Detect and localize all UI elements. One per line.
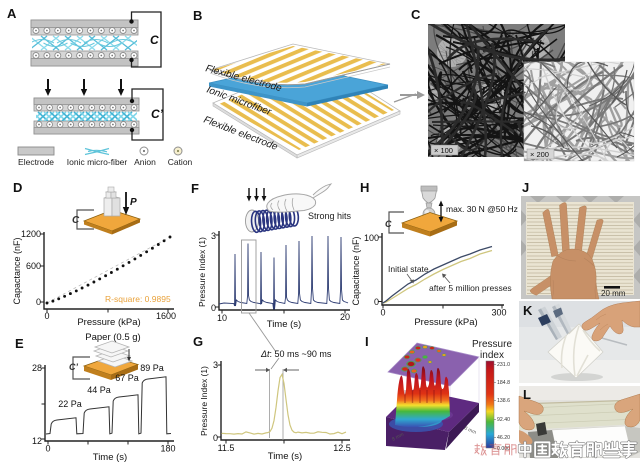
svg-text:max. 30 N @50 Hz: max. 30 N @50 Hz — [446, 204, 518, 214]
svg-text:Time (s): Time (s) — [93, 452, 127, 463]
svg-text:44 Pa: 44 Pa — [87, 385, 111, 395]
svg-text:E: E — [15, 336, 24, 351]
svg-text:0: 0 — [211, 303, 216, 313]
svg-text:P: P — [130, 197, 137, 208]
svg-text:67 Pa: 67 Pa — [115, 373, 139, 383]
svg-text:8 mm: 8 mm — [391, 432, 405, 443]
svg-text:22 Pa: 22 Pa — [58, 399, 82, 409]
svg-text:0: 0 — [44, 311, 49, 321]
svg-text:100: 100 — [364, 233, 379, 243]
svg-text:Paper (0.5 g): Paper (0.5 g) — [85, 332, 140, 343]
svg-text:Ionic micro-fiber: Ionic micro-fiber — [67, 157, 128, 167]
svg-text:C: C — [150, 33, 159, 47]
svg-text:Electrode: Electrode — [18, 157, 54, 167]
svg-text:89 Pa: 89 Pa — [140, 363, 164, 373]
svg-text:Pressure Index (1): Pressure Index (1) — [199, 366, 209, 436]
svg-text:J: J — [522, 180, 529, 195]
svg-text:C’: C’ — [69, 362, 78, 372]
svg-text:1600: 1600 — [156, 311, 176, 321]
svg-text:Strong hits: Strong hits — [308, 211, 352, 221]
svg-text:11.5: 11.5 — [218, 443, 235, 453]
svg-text:28: 28 — [32, 363, 42, 373]
svg-text:× 100: × 100 — [434, 146, 453, 155]
svg-text:Pressure (kPa): Pressure (kPa) — [77, 317, 140, 328]
svg-text:R-square: 0.9895: R-square: 0.9895 — [105, 294, 171, 304]
svg-text:C: C — [385, 219, 392, 229]
svg-text:Anion: Anion — [134, 157, 156, 167]
svg-text:184.8: 184.8 — [497, 380, 510, 386]
svg-text:Cation: Cation — [168, 157, 193, 167]
svg-text:Time (s): Time (s) — [268, 451, 302, 462]
svg-text:G: G — [193, 334, 203, 349]
svg-text:138.6: 138.6 — [497, 398, 510, 404]
svg-text:Initial state: Initial state — [388, 264, 429, 274]
svg-text:0: 0 — [380, 308, 385, 318]
svg-text:K: K — [523, 303, 533, 318]
svg-text:12.5: 12.5 — [333, 443, 351, 453]
svg-text:20 mm: 20 mm — [601, 289, 626, 298]
svg-text:12: 12 — [32, 436, 42, 446]
svg-text:3: 3 — [213, 360, 218, 370]
svg-text:F: F — [191, 181, 199, 196]
svg-text:C’: C’ — [151, 107, 164, 121]
svg-text:600: 600 — [26, 261, 41, 271]
svg-text:300: 300 — [491, 308, 506, 318]
svg-text:231.0: 231.0 — [497, 362, 510, 368]
svg-text:Pressure: Pressure — [472, 339, 512, 350]
svg-text:3: 3 — [211, 231, 216, 241]
svg-text:after 5 million presses: after 5 million presses — [429, 283, 512, 293]
svg-text:0: 0 — [45, 444, 50, 454]
svg-text:92.40: 92.40 — [497, 417, 510, 423]
svg-text:I: I — [365, 334, 369, 349]
svg-text:8 mm: 8 mm — [463, 425, 477, 436]
svg-text:× 200: × 200 — [530, 150, 549, 159]
svg-text:A: A — [7, 6, 17, 21]
svg-text:B: B — [193, 8, 202, 23]
svg-text:0: 0 — [36, 297, 41, 307]
svg-text:index: index — [480, 350, 504, 361]
svg-text:Time (s): Time (s) — [267, 319, 301, 330]
svg-text:Pressure (kPa): Pressure (kPa) — [414, 317, 477, 328]
svg-text:H: H — [360, 180, 369, 195]
svg-text:0.000: 0.000 — [497, 446, 510, 452]
svg-text:Pressure Index (1): Pressure Index (1) — [197, 237, 207, 307]
svg-text:D: D — [13, 180, 22, 195]
svg-text:L: L — [523, 387, 531, 402]
svg-text:1200: 1200 — [21, 229, 41, 239]
svg-text:20: 20 — [340, 312, 350, 322]
svg-text:Δt: 50 ms ~90 ms: Δt: 50 ms ~90 ms — [260, 349, 332, 359]
svg-text:0: 0 — [213, 433, 218, 443]
svg-text:180: 180 — [160, 444, 175, 454]
svg-text:C: C — [411, 7, 421, 22]
svg-text:Capacitance (nF): Capacitance (nF) — [351, 236, 361, 305]
svg-text:C: C — [72, 215, 80, 226]
svg-text:46.20: 46.20 — [497, 435, 510, 441]
svg-text:0: 0 — [374, 297, 379, 307]
svg-text:Capactance (nF): Capactance (nF) — [12, 237, 22, 304]
svg-text:10: 10 — [217, 313, 227, 323]
